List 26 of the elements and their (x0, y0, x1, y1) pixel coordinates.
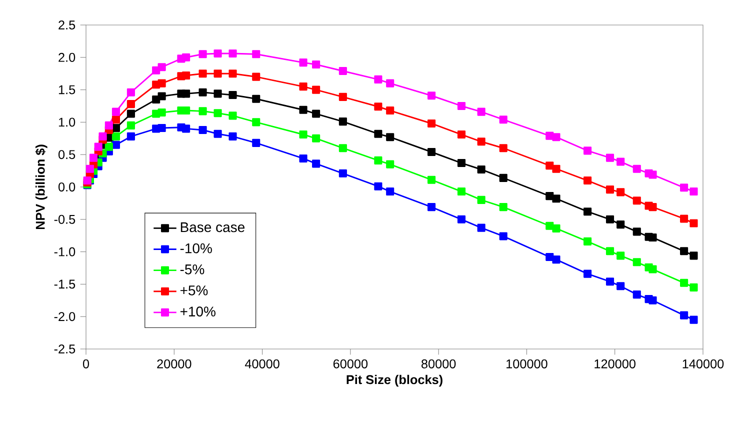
y-tick-label: 2.0 (58, 52, 76, 62)
x-tick-label: 120000 (594, 359, 636, 368)
y-tick-label: -2.5 (54, 344, 76, 354)
y-axis-title: NPV (billion $) (35, 144, 48, 230)
y-tick-label: 0.5 (58, 150, 76, 160)
x-tick-label: 80000 (422, 359, 456, 368)
y-tick-label: 2.5 (58, 20, 76, 30)
x-axis-title: Pit Size (blocks) (346, 374, 442, 387)
y-tick-label: -1.0 (54, 247, 76, 256)
x-tick-label: 100000 (506, 359, 548, 368)
x-tick-label: 60000 (333, 359, 368, 368)
legend-label: +5% (180, 286, 208, 296)
x-tick-label: 140000 (682, 359, 724, 368)
legend-label: -5% (180, 264, 204, 274)
y-tick-label: -2.0 (54, 312, 76, 322)
y-tick-label: -0.5 (54, 214, 76, 224)
y-tick-label: -1.5 (54, 280, 76, 289)
x-tick-label: 40000 (244, 359, 280, 368)
x-tick-label: 0 (82, 359, 90, 368)
y-tick-label: 1.5 (58, 85, 76, 94)
legend-label: -10% (180, 243, 212, 254)
y-tick-label: 1.0 (58, 118, 76, 127)
x-tick-label: 20000 (157, 359, 192, 368)
legend-label: Base case (180, 222, 244, 232)
y-tick-label: 0.0 (58, 182, 76, 192)
legend-label: +10% (180, 306, 216, 316)
